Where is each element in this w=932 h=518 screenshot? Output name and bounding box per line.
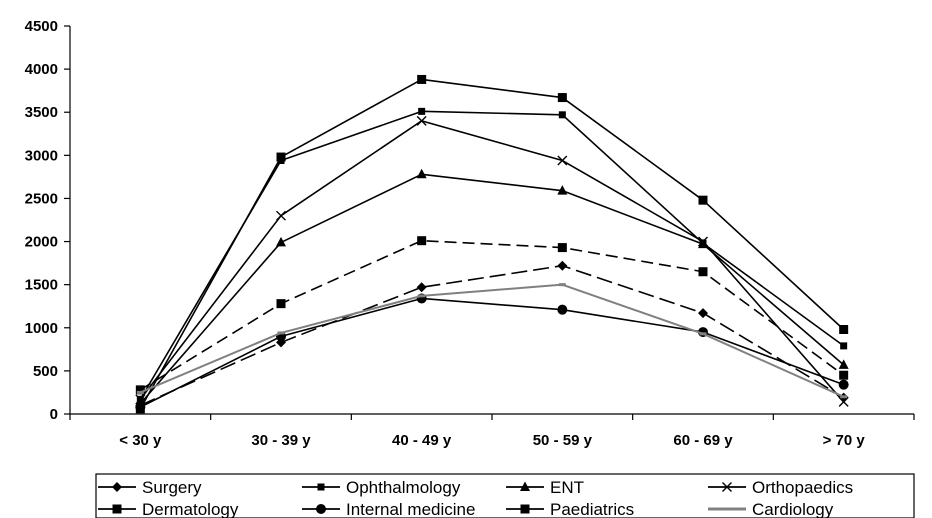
- y-tick-label: 4500: [25, 18, 58, 35]
- series-surgery: [135, 260, 849, 411]
- x-tick-label: 30 - 39 y: [251, 432, 311, 449]
- legend-swatch-marker: [520, 504, 530, 514]
- series-line-internal-medicine: [139, 297, 844, 408]
- data-point: [557, 304, 568, 315]
- data-point: [557, 93, 567, 103]
- data-point: [276, 152, 286, 162]
- y-tick-label: 500: [33, 363, 58, 380]
- series-line-orthopaedics: [139, 120, 845, 403]
- data-point: [557, 243, 567, 253]
- y-tick-label: 2500: [25, 190, 58, 207]
- data-point: [698, 236, 708, 247]
- data-point: [557, 185, 568, 195]
- series-line-paediatrics: [139, 78, 845, 410]
- data-point: [276, 236, 286, 247]
- data-point: [416, 282, 427, 293]
- data-point: [839, 325, 849, 335]
- data-point: [840, 395, 848, 399]
- legend-swatch-marker: [520, 481, 530, 491]
- y-tick-label: 0: [50, 406, 58, 423]
- legend-item-dermatology: Dermatology: [98, 500, 239, 518]
- legend-label: Ophthalmology: [346, 478, 461, 497]
- data-point: [417, 74, 427, 84]
- y-tick-label: 3500: [25, 104, 58, 121]
- legend-item-surgery: Surgery: [98, 478, 202, 497]
- y-axis: 0 500 1000 1500 2000 2500 3000 3500 4000 4500: [25, 18, 71, 423]
- legend: Surgery Ophthalmology ENT Orthopaedics Derma…: [95, 473, 915, 518]
- data-point: [276, 210, 286, 221]
- data-point: [416, 168, 427, 179]
- legend-label: Surgery: [142, 478, 202, 497]
- y-tick-label: 4000: [25, 61, 58, 78]
- data-point: [557, 155, 568, 166]
- series-ent: [135, 168, 849, 408]
- data-point: [418, 107, 426, 115]
- legend-swatch-marker: [723, 507, 731, 511]
- data-point: [416, 115, 427, 126]
- legend-swatch-marker: [316, 504, 326, 514]
- series-line-ophthalmology: [139, 110, 845, 400]
- data-point: [558, 283, 566, 287]
- legend-swatch-marker: [112, 504, 122, 514]
- series-internal-medicine: [135, 293, 849, 413]
- x-tick-label: > 70 y: [823, 432, 866, 449]
- legend-label: Orthopaedics: [752, 478, 853, 497]
- data-point: [838, 359, 849, 369]
- legend-label: Dermatology: [142, 500, 239, 518]
- legend-label: ENT: [550, 478, 584, 497]
- data-point: [136, 390, 144, 394]
- x-tick-label: 50 - 59 y: [533, 432, 593, 449]
- data-point: [557, 260, 568, 271]
- plot-series: [135, 74, 849, 414]
- data-point: [840, 342, 848, 350]
- data-point: [417, 236, 427, 246]
- x-tick-label: 60 - 69 y: [673, 432, 733, 449]
- data-point: [418, 294, 426, 298]
- data-point: [276, 299, 286, 309]
- data-point: [838, 396, 849, 407]
- data-point: [839, 370, 849, 380]
- legend-label: Internal medicine: [346, 500, 475, 518]
- data-point: [698, 195, 708, 205]
- legend-label: Cardiology: [752, 500, 834, 518]
- x-tick-label: < 30 y: [119, 432, 162, 449]
- legend-label: Paediatrics: [550, 500, 634, 518]
- data-point: [277, 331, 285, 335]
- series-cardiology: [136, 283, 848, 399]
- legend-box: [95, 473, 915, 518]
- data-point: [699, 332, 707, 336]
- y-tick-label: 3000: [25, 147, 58, 164]
- legend-item-internal-medicine: Internal medicine: [302, 500, 475, 518]
- legend-item-ent: ENT: [506, 478, 584, 497]
- series-line-dermatology: [139, 239, 845, 391]
- series-line-ent: [139, 173, 845, 405]
- data-point: [838, 379, 849, 390]
- legend-swatch-marker: [317, 483, 325, 491]
- legend-item-paediatrics: Paediatrics: [506, 500, 634, 518]
- data-point: [698, 267, 708, 277]
- series-dermatology: [135, 236, 849, 395]
- data-point: [135, 404, 145, 414]
- legend-swatch-marker: [112, 482, 122, 492]
- legend-swatch-marker: [722, 482, 732, 492]
- legend-item-cardiology: Cardiology: [708, 500, 834, 518]
- legend-item-ophthalmology: Ophthalmology: [302, 478, 461, 497]
- y-tick-label: 1500: [25, 277, 58, 294]
- data-point: [558, 111, 566, 119]
- data-point: [698, 308, 708, 319]
- y-tick-label: 2000: [25, 234, 58, 251]
- data-point: [135, 385, 145, 395]
- series-orthopaedics: [135, 115, 849, 407]
- data-point: [698, 238, 708, 249]
- y-tick-label: 1000: [25, 320, 58, 337]
- series-line-cardiology: [139, 283, 845, 398]
- x-tick-label: 40 - 49 y: [392, 432, 452, 449]
- series-paediatrics: [135, 74, 849, 414]
- legend-item-orthopaedics: Orthopaedics: [708, 478, 853, 497]
- series-line-surgery: [140, 264, 845, 407]
- x-axis: < 30 y 30 - 39 y 40 - 49 y 50 - 59 y 60 - 69…: [69, 413, 915, 449]
